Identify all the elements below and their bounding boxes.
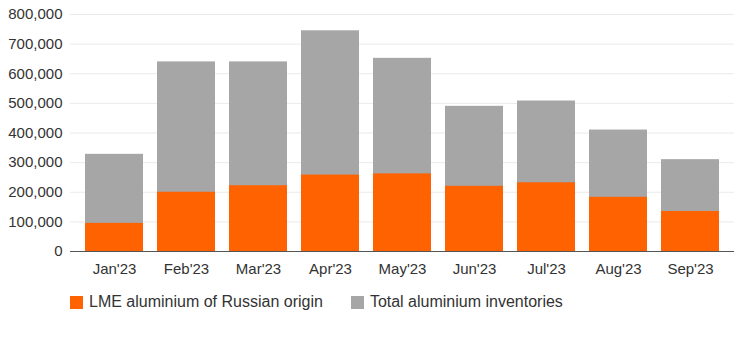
svg-text:Mar'23: Mar'23 xyxy=(236,260,281,277)
svg-text:Feb'23: Feb'23 xyxy=(164,260,209,277)
svg-text:Jul'23: Jul'23 xyxy=(527,260,566,277)
svg-text:800,000: 800,000 xyxy=(8,5,62,22)
html-text:Total aluminium inventories: Total aluminium inventories xyxy=(369,293,563,310)
svg-text:100,000: 100,000 xyxy=(8,213,62,230)
svg-text:300,000: 300,000 xyxy=(8,153,62,170)
svg-text:Jan'23: Jan'23 xyxy=(93,260,137,277)
svg-text:Apr'23: Apr'23 xyxy=(309,260,352,277)
html-text:LME aluminium of Russian origi: LME aluminium of Russian origin xyxy=(89,293,323,310)
svg-text:May'23: May'23 xyxy=(379,260,427,277)
svg-text:0: 0 xyxy=(54,242,62,259)
svg-text:500,000: 500,000 xyxy=(8,94,62,111)
svg-text:400,000: 400,000 xyxy=(8,124,62,141)
svg-text:Aug'23: Aug'23 xyxy=(595,260,641,277)
svg-text:Sep'23: Sep'23 xyxy=(667,260,713,277)
svg-text:200,000: 200,000 xyxy=(8,183,62,200)
svg-text:700,000: 700,000 xyxy=(8,35,62,52)
svg-text:600,000: 600,000 xyxy=(8,65,62,82)
svg-text:Jun'23: Jun'23 xyxy=(453,260,497,277)
